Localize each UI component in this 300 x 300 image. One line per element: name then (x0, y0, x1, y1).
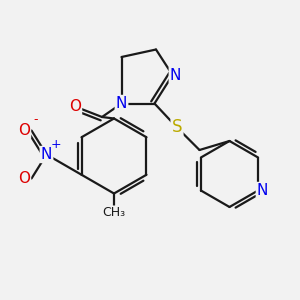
Text: O: O (18, 123, 30, 138)
Text: N: N (257, 183, 268, 198)
Text: CH₃: CH₃ (102, 206, 126, 220)
Text: N: N (170, 68, 181, 82)
Text: S: S (172, 118, 182, 136)
Text: +: + (50, 137, 61, 151)
Text: -: - (34, 113, 38, 127)
Text: N: N (41, 147, 52, 162)
Text: O: O (69, 99, 81, 114)
Text: O: O (18, 171, 30, 186)
Text: N: N (116, 96, 127, 111)
